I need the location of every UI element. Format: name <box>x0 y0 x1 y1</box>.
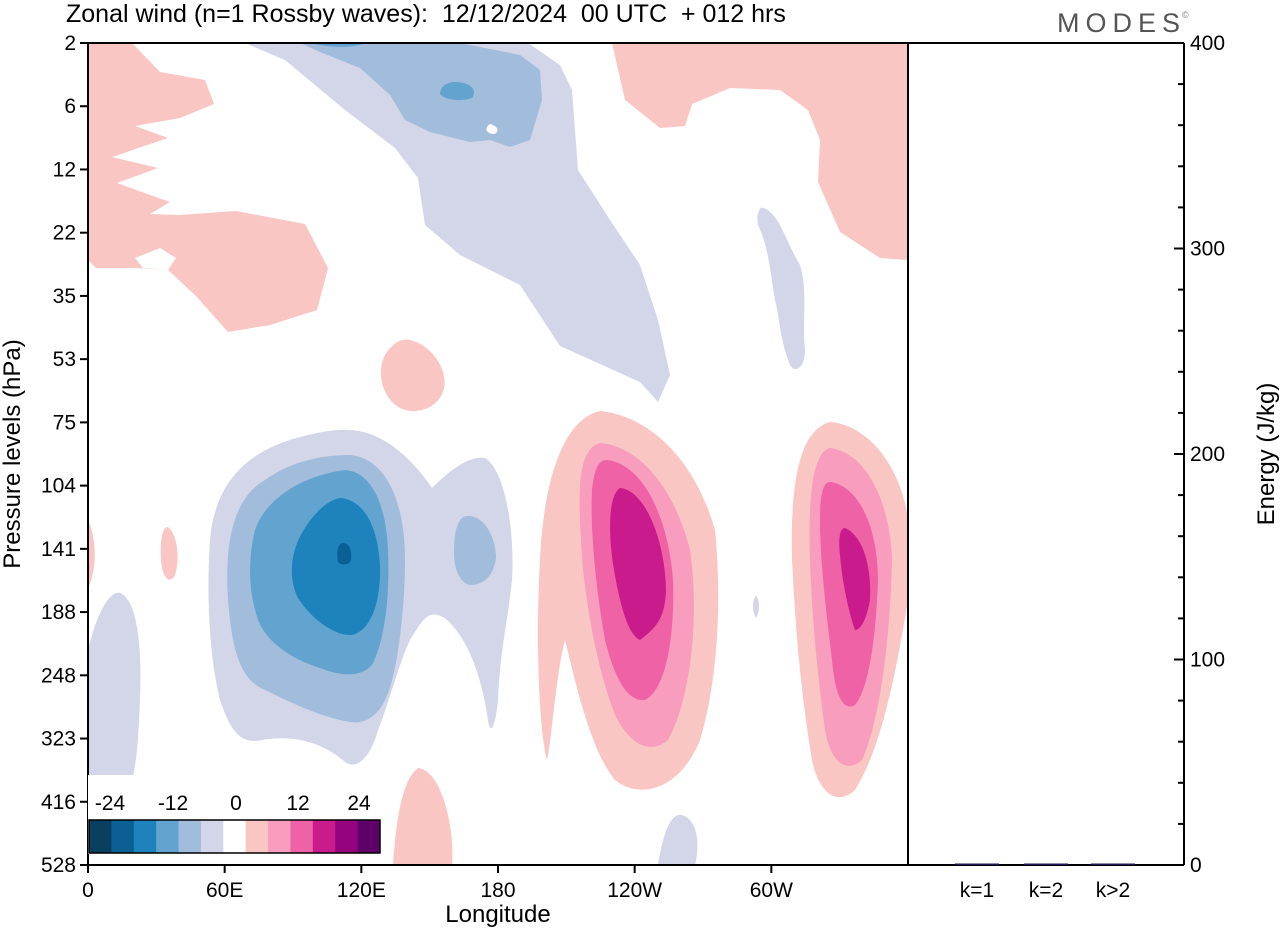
contour-positive-3 <box>88 520 95 588</box>
contour-field <box>88 43 908 865</box>
energy-axis: 0 100 200 300 400 <box>1174 32 1225 877</box>
energy-bar <box>955 863 999 865</box>
x-tick-label: 60W <box>750 879 793 902</box>
x-tick-label: 180 <box>480 879 515 902</box>
colorbar-swatch <box>200 820 224 853</box>
colorbar-swatch <box>111 820 135 853</box>
colorbar-swatch <box>268 820 291 853</box>
colorbar-swatch <box>335 820 359 853</box>
colorbar-swatch <box>89 820 112 853</box>
contour-negative-3 <box>658 814 698 865</box>
energy-tick-label: 400 <box>1190 32 1225 55</box>
y-tick-label: 2 <box>64 32 76 55</box>
colorbar-tick-label: 12 <box>286 792 309 815</box>
energy-tick-label: 0 <box>1190 854 1202 877</box>
y-tick-label: 12 <box>53 158 76 181</box>
contour-negative-6 <box>300 43 542 147</box>
contour-negative-3 <box>245 43 670 402</box>
colorbar-tick-label: 24 <box>347 792 371 815</box>
y-tick-label: 188 <box>41 601 76 624</box>
contour-positive-3 <box>612 43 908 260</box>
contour-negative-3 <box>753 596 759 618</box>
brand-copyright-mark: © <box>1182 10 1189 20</box>
y-tick-label: 323 <box>41 728 76 751</box>
colorbar-swatch <box>223 820 247 853</box>
contour-positive-12 <box>839 528 871 630</box>
y-tick-label: 248 <box>41 664 76 687</box>
energy-tick-label: 100 <box>1190 649 1225 672</box>
colorbar-swatch <box>178 820 202 853</box>
energy-tick-label: 300 <box>1190 238 1225 261</box>
colorbar-tick-label: -12 <box>158 792 188 815</box>
contour-positive-3-hole <box>135 248 176 270</box>
y-tick-label: 104 <box>41 475 76 498</box>
colorbar: -24 -12 0 12 24 <box>88 775 381 854</box>
y-tick-label: 53 <box>53 348 76 371</box>
y-tick-label: 35 <box>53 285 76 308</box>
contour-positive-3 <box>393 768 453 865</box>
colorbar-swatch <box>290 820 314 853</box>
contour-negative-6 <box>486 124 498 134</box>
x-axis-title: Longitude <box>445 901 550 928</box>
contour-negative-9 <box>440 82 475 101</box>
contour-negative-3 <box>757 207 805 370</box>
brand-logo: MODES <box>1057 8 1187 38</box>
energy-bar <box>1024 863 1068 865</box>
energy-category-label: k>2 <box>1096 879 1130 902</box>
colorbar-swatch <box>357 820 381 853</box>
energy-category-label: k=1 <box>960 879 994 902</box>
contour-negative-12 <box>291 498 381 636</box>
contour-positive-12 <box>610 488 666 640</box>
y-axis: 2 6 12 22 35 53 75 104 141 188 248 323 416 528 <box>41 32 88 877</box>
energy-bars: k=1 k=2 k>2 <box>955 863 1135 902</box>
energy-bar <box>1091 863 1135 865</box>
colorbar-frame <box>88 819 381 854</box>
contour-negative-6 <box>454 516 496 585</box>
y-tick-label: 22 <box>53 222 76 245</box>
colorbar-swatch <box>312 820 336 853</box>
y-axis-title: Pressure levels (hPa) <box>0 339 26 568</box>
energy-axis-title: Energy (J/kg) <box>1253 383 1280 526</box>
colorbar-swatch <box>245 820 269 853</box>
contour-negative-15 <box>337 543 352 565</box>
y-tick-label: 416 <box>41 791 76 814</box>
x-tick-label: 60E <box>206 879 243 902</box>
chart-title: Zonal wind (n=1 Rossby waves): 12/12/202… <box>66 0 786 28</box>
y-tick-label: 141 <box>41 538 76 561</box>
colorbar-swatch <box>133 820 157 853</box>
energy-category-label: k=2 <box>1029 879 1063 902</box>
y-tick-label: 6 <box>64 95 76 118</box>
contour-positive-3 <box>160 527 178 580</box>
contour-positive-3 <box>88 43 328 332</box>
x-tick-label: 0 <box>82 879 94 902</box>
x-tick-label: 120E <box>337 879 386 902</box>
y-tick-label: 75 <box>53 411 76 434</box>
colorbar-swatch <box>156 820 180 853</box>
y-tick-label: 528 <box>41 854 76 877</box>
energy-tick-label: 200 <box>1190 443 1225 466</box>
colorbar-tick-label: -24 <box>95 792 126 815</box>
colorbar-tick-label: 0 <box>230 792 242 815</box>
x-tick-label: 120W <box>607 879 662 902</box>
contour-positive-3 <box>380 339 445 412</box>
contour-negative-3 <box>88 592 141 795</box>
x-axis: 0 60E 120E 180 120W 60W <box>82 865 793 902</box>
